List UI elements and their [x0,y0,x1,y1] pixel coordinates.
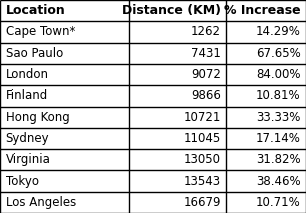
Text: 1262: 1262 [191,25,221,39]
Text: Finland: Finland [6,89,48,102]
Text: 67.65%: 67.65% [256,47,300,60]
Text: 16679: 16679 [183,196,221,209]
Text: 9866: 9866 [191,89,221,102]
Text: Hong Kong: Hong Kong [6,111,69,124]
Text: Cape Town*: Cape Town* [6,25,75,39]
Text: Virginia: Virginia [6,153,50,166]
Text: 10721: 10721 [184,111,221,124]
Text: Los Angeles: Los Angeles [6,196,76,209]
Text: 10.81%: 10.81% [256,89,300,102]
Text: Sydney: Sydney [6,132,49,145]
Text: 7431: 7431 [191,47,221,60]
Text: 14.29%: 14.29% [256,25,300,39]
Text: 10.71%: 10.71% [256,196,300,209]
Text: London: London [6,68,49,81]
Text: 13543: 13543 [184,174,221,188]
Text: 33.33%: 33.33% [256,111,300,124]
Text: 38.46%: 38.46% [256,174,300,188]
Text: % Increase: % Increase [224,4,300,17]
Text: Tokyo: Tokyo [6,174,39,188]
Text: 9072: 9072 [191,68,221,81]
Text: Distance (KM): Distance (KM) [122,4,221,17]
Text: 13050: 13050 [184,153,221,166]
Text: 84.00%: 84.00% [256,68,300,81]
Text: Location: Location [6,4,65,17]
Text: 11045: 11045 [184,132,221,145]
Text: Sao Paulo: Sao Paulo [6,47,63,60]
Text: 17.14%: 17.14% [256,132,300,145]
Text: 31.82%: 31.82% [256,153,300,166]
